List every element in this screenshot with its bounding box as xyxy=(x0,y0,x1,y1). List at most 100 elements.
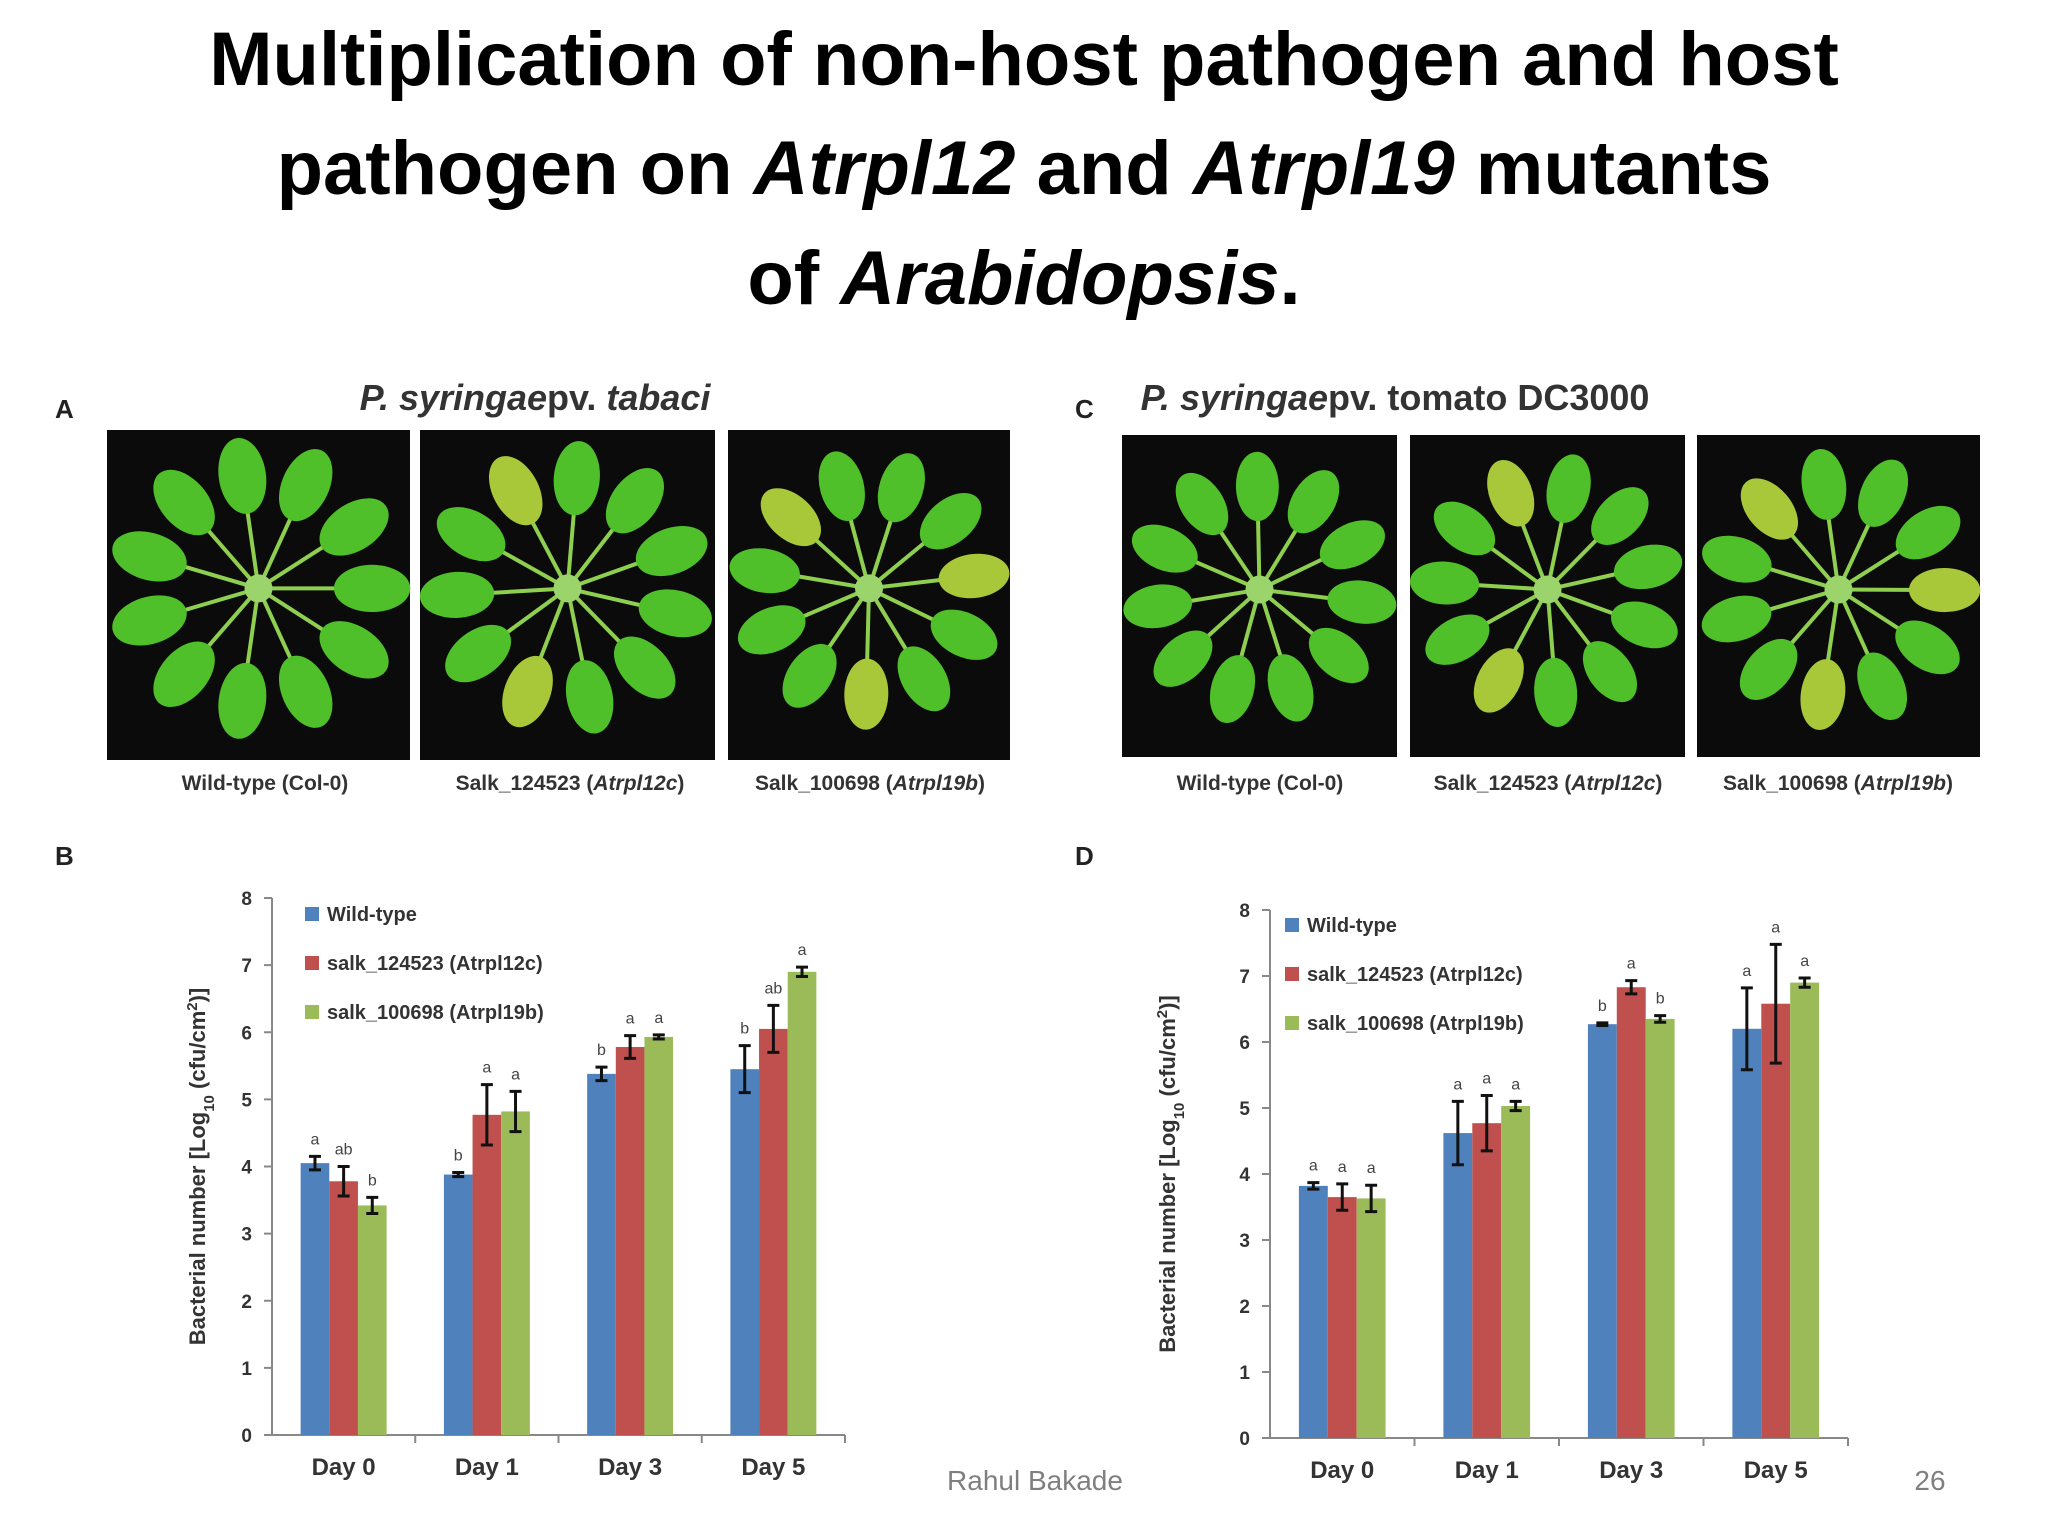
text-segment: Atrpl19b xyxy=(1860,772,1946,795)
leaf xyxy=(1153,630,1213,687)
significance-label: a xyxy=(654,1010,663,1027)
leaf xyxy=(319,621,389,679)
error-bar xyxy=(796,965,809,979)
text-segment: Atrpl19 xyxy=(1191,126,1455,211)
text-segment: 10 xyxy=(201,1095,218,1112)
leaf xyxy=(1534,657,1578,727)
bar xyxy=(443,1174,473,1435)
leaf xyxy=(1895,620,1960,675)
y-tick-label: 8 xyxy=(1239,901,1250,922)
bar xyxy=(329,1181,358,1435)
significance-label: a xyxy=(511,1066,520,1083)
leaf xyxy=(1801,448,1847,520)
rosette-center xyxy=(1245,575,1274,604)
plant-photo xyxy=(728,430,1010,760)
leaf xyxy=(1857,652,1908,721)
text-segment: 2 xyxy=(1154,1010,1171,1018)
text-segment: tabaci xyxy=(606,377,711,418)
text-segment: pv. xyxy=(547,377,606,418)
significance-label: a xyxy=(1627,956,1636,973)
leaf xyxy=(319,498,389,556)
text-segment: ) xyxy=(677,772,684,795)
leaf xyxy=(419,571,495,618)
leaf xyxy=(112,595,187,646)
legend-swatch xyxy=(1285,1016,1299,1030)
leaf xyxy=(1131,524,1198,573)
leaf xyxy=(1582,641,1638,703)
bar xyxy=(1616,987,1646,1438)
leaf xyxy=(1487,459,1535,527)
x-tick-label: Day 5 xyxy=(1744,1457,1808,1484)
y-tick-label: 2 xyxy=(1239,1297,1250,1318)
legend-label: salk_124523 (Atrpl12c) xyxy=(1307,964,1523,986)
photo-caption: Salk_124523 (Atrpl12c) xyxy=(456,772,685,795)
leaf xyxy=(1739,638,1798,700)
leaf xyxy=(1740,478,1799,540)
text-segment: ) xyxy=(1946,772,1953,795)
error-bar xyxy=(1336,1182,1349,1212)
text-segment: Atrpl12c xyxy=(592,772,677,795)
significance-label: a xyxy=(626,1011,635,1028)
significance-label: a xyxy=(1309,1158,1318,1175)
leaf xyxy=(1473,648,1524,713)
leaf xyxy=(635,526,708,577)
legend-label: salk_124523 (Atrpl12c) xyxy=(327,953,543,975)
text-segment: )] xyxy=(185,988,210,1003)
significance-label: a xyxy=(1482,1070,1491,1087)
leaf xyxy=(153,641,215,708)
plant-photo xyxy=(419,430,715,760)
text-segment: P. syringae xyxy=(360,377,547,418)
y-tick-label: 1 xyxy=(241,1359,252,1380)
text-segment: Wild-type (Col-0) xyxy=(1177,772,1344,795)
error-bar xyxy=(767,1003,780,1054)
y-tick-label: 7 xyxy=(241,956,252,977)
error-bar xyxy=(366,1195,379,1215)
text-segment: )] xyxy=(1155,995,1180,1010)
title-line: Multiplication of non-host pathogen and … xyxy=(209,17,1839,102)
legend-swatch xyxy=(1285,918,1299,932)
text-segment: ) xyxy=(978,772,985,795)
text-segment: Salk_100698 ( xyxy=(1723,772,1861,795)
leaf xyxy=(445,624,512,683)
leaf xyxy=(1287,470,1340,534)
text-segment: of xyxy=(747,236,840,321)
significance-label: a xyxy=(1511,1076,1520,1093)
text-segment: Atrpl12c xyxy=(1570,772,1655,795)
leaf xyxy=(278,655,333,728)
y-tick-label: 4 xyxy=(241,1158,252,1179)
text-segment: 10 xyxy=(1171,1103,1188,1120)
text-segment: Atrpl19b xyxy=(892,772,978,795)
error-bar xyxy=(1596,1021,1609,1027)
error-bar xyxy=(480,1083,493,1147)
leaf xyxy=(153,469,215,536)
x-tick-label: Day 5 xyxy=(741,1454,805,1481)
x-tick-label: Day 1 xyxy=(1455,1457,1519,1484)
y-tick-label: 3 xyxy=(241,1225,252,1246)
leaf xyxy=(919,492,982,550)
leaf xyxy=(436,507,506,562)
error-bar xyxy=(1509,1099,1522,1113)
leaf xyxy=(502,655,553,728)
significance-label: a xyxy=(1742,963,1751,980)
x-tick-label: Day 0 xyxy=(1310,1457,1374,1484)
rosette-center xyxy=(1824,575,1853,604)
text-segment: Bacterial number [Log xyxy=(1155,1119,1180,1352)
leaf xyxy=(844,658,889,730)
bar xyxy=(787,971,817,1435)
bar xyxy=(587,1073,616,1435)
leaf xyxy=(1319,520,1385,570)
plant-photo xyxy=(1409,435,1685,757)
photo-caption: Salk_100698 (Atrpl19b) xyxy=(755,772,985,795)
error-bar xyxy=(452,1171,465,1179)
leaf xyxy=(1308,627,1369,684)
error-bar xyxy=(1769,942,1782,1065)
footer-author: Rahul Bakade xyxy=(947,1465,1123,1496)
leaf xyxy=(278,448,333,522)
x-tick-label: Day 3 xyxy=(598,1454,662,1481)
leaf xyxy=(897,646,951,712)
y-tick-label: 6 xyxy=(241,1023,252,1044)
panel-letter: D xyxy=(1075,841,1094,871)
leaf xyxy=(1433,501,1496,556)
rosette-center xyxy=(244,574,273,603)
